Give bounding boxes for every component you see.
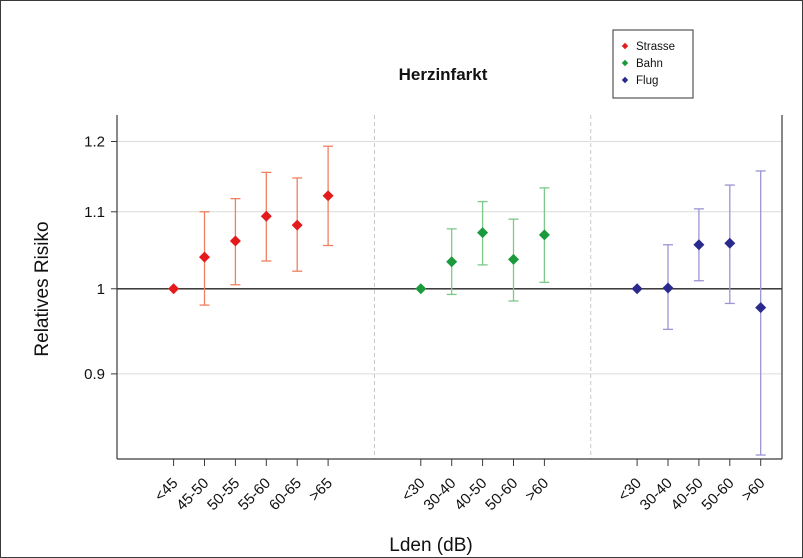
data-point [199,251,210,263]
x-tick-label: 60-65 [266,475,305,514]
data-point [693,239,705,251]
legend-label: Flug [636,75,658,87]
x-tick-label: >65 [306,475,336,505]
y-tick-label: 1.2 [84,133,105,150]
legend-marker [621,42,629,50]
legend-label: Bahn [636,58,663,70]
legend-marker [621,59,629,67]
chart-title: Herzinfarkt [399,65,488,84]
data-point [508,253,519,265]
data-point [724,237,736,249]
x-tick-label: 40-50 [451,475,490,514]
x-tick-label: 45-50 [173,475,212,514]
x-tick-label: 50-60 [698,475,737,514]
data-point [662,282,674,294]
x-tick-label: 55-60 [235,475,274,514]
y-tick-label: 1 [97,281,105,298]
data-point [631,283,643,295]
x-tick-label: 50-55 [204,475,243,514]
data-point [415,283,427,295]
data-point [291,219,303,231]
data-point [168,283,180,295]
legend-marker [621,76,629,84]
x-tick-label: >60 [522,475,552,505]
y-tick-label: 1.1 [84,204,105,221]
x-tick-label: 50-60 [482,475,521,514]
grid-layer [117,115,782,459]
data-point [322,190,334,202]
x-tick-label: >60 [739,475,769,505]
data-point [446,256,458,268]
x-axis-title: Lden (dB) [389,535,472,556]
x-tick-label: 30-40 [420,475,459,514]
y-axis-title: Relatives Risiko [32,221,53,356]
data-point [260,210,272,222]
data-point [538,229,550,241]
data-point [229,235,241,247]
data-point [477,227,489,239]
y-tick-label: 0.9 [84,366,105,383]
x-tick-label: 30-40 [637,475,676,514]
legend-label: Strasse [636,41,675,53]
x-tick-label: 40-50 [668,475,707,514]
data-point [755,302,767,314]
legend: Strasse Bahn Flug [612,29,694,99]
data-layer [168,145,767,456]
